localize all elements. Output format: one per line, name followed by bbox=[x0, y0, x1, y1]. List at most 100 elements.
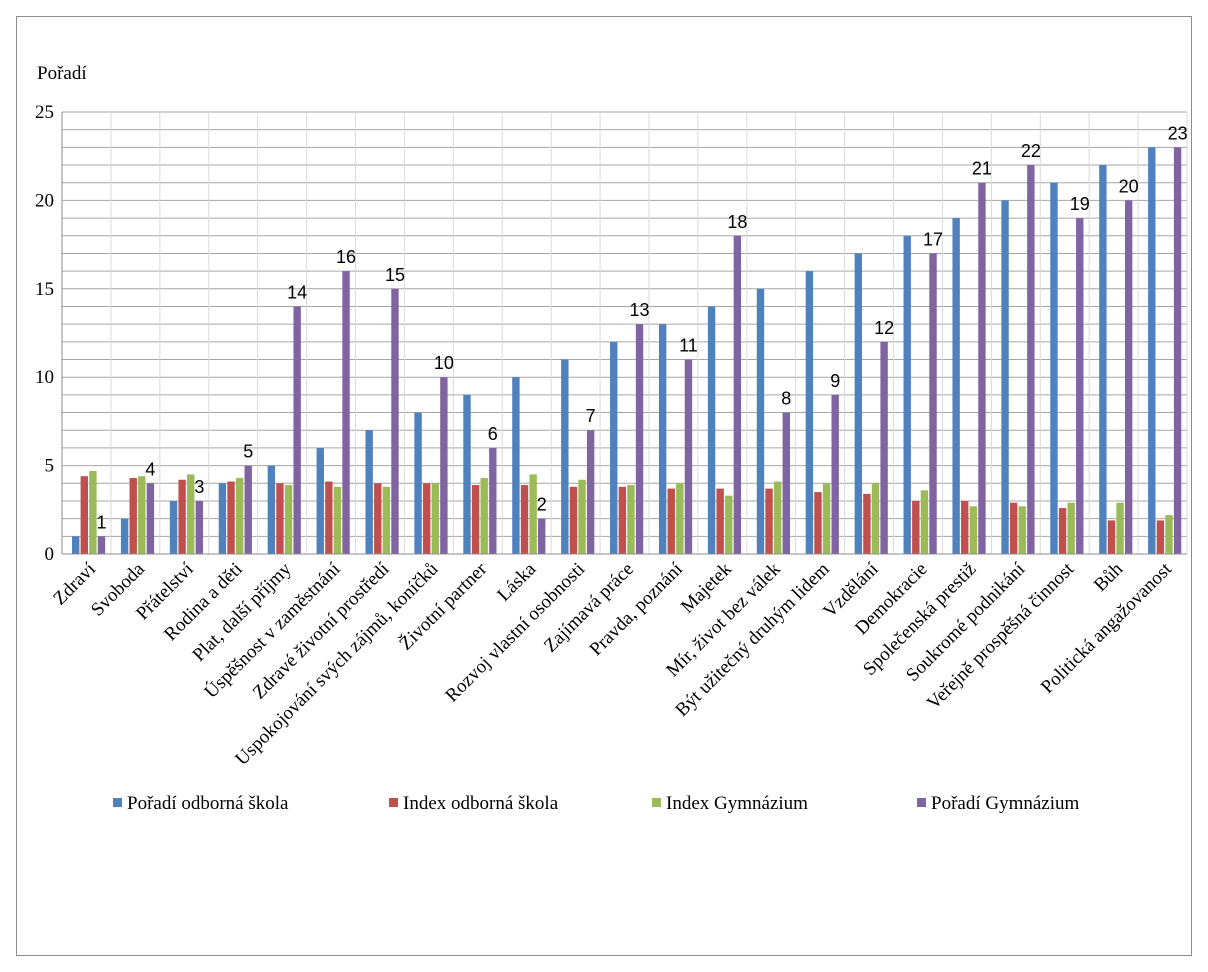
bar-3 bbox=[284, 485, 293, 554]
bar-3 bbox=[1116, 502, 1124, 554]
bar-1 bbox=[463, 394, 471, 554]
legend-item: Index odborná škola bbox=[403, 793, 559, 814]
bar-3 bbox=[431, 483, 439, 554]
bar-3 bbox=[1067, 502, 1075, 554]
data-label: 15 bbox=[385, 265, 405, 285]
bar-4 bbox=[538, 518, 546, 554]
data-label: 18 bbox=[727, 212, 747, 232]
legend-swatch bbox=[389, 798, 398, 807]
bar-1 bbox=[658, 324, 667, 554]
data-label: 9 bbox=[830, 371, 840, 391]
bar-2 bbox=[814, 492, 822, 554]
bar-4 bbox=[635, 324, 644, 554]
bar-3 bbox=[187, 474, 195, 554]
bar-3 bbox=[822, 483, 831, 554]
bar-1 bbox=[707, 306, 716, 554]
bar-4 bbox=[586, 430, 595, 554]
bar-3 bbox=[138, 476, 146, 554]
bar-1 bbox=[1099, 165, 1107, 555]
bar-1 bbox=[1050, 182, 1058, 554]
bar-3 bbox=[920, 490, 929, 554]
data-label: 11 bbox=[679, 336, 698, 356]
bar-4 bbox=[782, 412, 790, 554]
bar-2 bbox=[716, 488, 724, 554]
bar-1 bbox=[267, 465, 276, 554]
data-label: 20 bbox=[1119, 176, 1139, 196]
data-label: 12 bbox=[874, 318, 894, 338]
data-label: 7 bbox=[586, 406, 596, 426]
bar-3 bbox=[969, 506, 978, 554]
bar-4 bbox=[929, 253, 937, 554]
data-label: 10 bbox=[434, 353, 454, 373]
bar-3 bbox=[725, 495, 733, 554]
bar-3 bbox=[1018, 506, 1026, 554]
chart-area: Pořadí 0 5 10 15 20 25 Zdraví Svoboda Přátelství… bbox=[16, 16, 1192, 956]
data-label: 14 bbox=[287, 282, 307, 302]
bar-1 bbox=[952, 218, 960, 554]
bar-2 bbox=[325, 481, 333, 554]
bar-2 bbox=[520, 485, 529, 554]
bar-2 bbox=[912, 500, 920, 554]
bar-4 bbox=[244, 465, 252, 554]
bar-4 bbox=[880, 341, 888, 554]
bar-3 bbox=[382, 486, 391, 554]
bar-4 bbox=[146, 483, 155, 554]
bar-2 bbox=[1156, 520, 1165, 554]
data-label: 5 bbox=[243, 442, 253, 462]
bar-1 bbox=[365, 430, 373, 554]
bar-4 bbox=[1027, 165, 1035, 555]
data-label: 3 bbox=[194, 477, 204, 497]
bar-4 bbox=[97, 536, 106, 554]
bar-3 bbox=[773, 481, 782, 554]
bar-4 bbox=[1124, 200, 1133, 554]
bar-2 bbox=[961, 500, 969, 554]
bar-2 bbox=[1107, 520, 1116, 554]
data-label: 6 bbox=[488, 424, 498, 444]
data-label: 21 bbox=[972, 159, 992, 179]
bar-4 bbox=[489, 447, 497, 554]
legend-item: Pořadí odborná škola bbox=[127, 793, 289, 814]
bar-2 bbox=[667, 488, 675, 554]
bar-1 bbox=[1001, 200, 1009, 554]
bar-2 bbox=[765, 488, 773, 554]
y-tick-label: 0 bbox=[45, 544, 55, 565]
legend: Pořadí odborná škola Index odborná škola I… bbox=[113, 793, 1080, 814]
y-tick-label: 5 bbox=[45, 456, 55, 477]
bar-2 bbox=[227, 481, 235, 554]
bar-4 bbox=[1076, 218, 1084, 554]
bar-3 bbox=[627, 485, 635, 554]
gridlines bbox=[61, 111, 1188, 554]
bar-1 bbox=[414, 412, 422, 554]
bar-1 bbox=[1148, 147, 1156, 555]
bar-chart: Pořadí 0510152025ZdravíSvobodaPřátelství… bbox=[35, 63, 1188, 814]
bar-2 bbox=[618, 486, 627, 554]
bar-2 bbox=[374, 483, 382, 554]
bar-3 bbox=[529, 474, 537, 554]
bar-1 bbox=[805, 271, 814, 554]
bar-1 bbox=[218, 483, 227, 554]
bar-1 bbox=[169, 500, 178, 554]
bar-3 bbox=[1165, 515, 1173, 554]
bar-1 bbox=[512, 377, 520, 554]
data-label: 19 bbox=[1070, 194, 1090, 214]
bar-1 bbox=[854, 253, 863, 554]
x-tick-label: Bůh bbox=[1090, 558, 1128, 596]
bar-2 bbox=[471, 485, 480, 554]
data-label: 13 bbox=[630, 300, 650, 320]
data-label: 8 bbox=[781, 389, 791, 409]
bar-2 bbox=[178, 479, 186, 554]
bar-1 bbox=[903, 235, 911, 554]
legend-item: Index Gymnázium bbox=[666, 793, 808, 814]
bar-2 bbox=[1058, 508, 1067, 554]
bar-1 bbox=[316, 447, 324, 554]
data-label: 17 bbox=[923, 229, 943, 249]
bar-4 bbox=[1173, 147, 1182, 555]
bar-4 bbox=[978, 182, 986, 554]
data-label: 22 bbox=[1021, 141, 1041, 161]
bar-1 bbox=[756, 288, 765, 554]
bar-3 bbox=[871, 483, 880, 554]
data-label: 2 bbox=[537, 495, 547, 515]
bar-2 bbox=[1009, 502, 1018, 554]
bar-2 bbox=[276, 483, 284, 554]
